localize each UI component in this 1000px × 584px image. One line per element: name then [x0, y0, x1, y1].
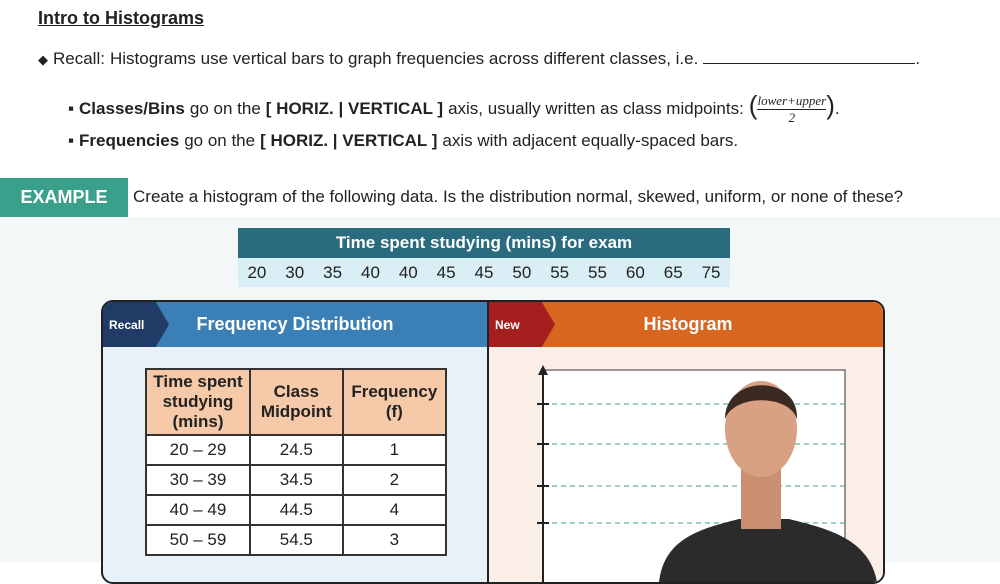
bullet: ▪ Classes/Bins go on the[ HORIZ. | VERTICA…	[68, 90, 840, 126]
data-value: 30	[285, 262, 305, 282]
data-value: 75	[701, 262, 721, 282]
table-cell: 34.5	[249, 464, 344, 496]
table-cell: 50 – 59	[145, 524, 251, 556]
data-value: 55	[550, 262, 570, 282]
table-cell: 24.5	[249, 434, 344, 466]
panel-tag: New	[489, 302, 555, 347]
data-value: 45	[436, 262, 456, 282]
column-header: Class Midpoint	[249, 368, 344, 436]
term: Frequencies	[79, 131, 180, 150]
table-row: 40 – 49 44.5 4	[145, 494, 448, 526]
table-cell: 1	[341, 434, 448, 466]
table-row: 20 – 29 24.5 1	[145, 434, 448, 466]
data-values: 20 30 35 40 40 45 45 50 55 55 60 65 75	[238, 258, 730, 287]
data-value: 35	[323, 262, 343, 282]
choice: [ HORIZ. | VERTICAL ]	[260, 131, 438, 150]
panel-tag: Recall	[103, 302, 169, 347]
histogram-axes	[537, 365, 877, 582]
end: .	[834, 99, 840, 118]
table-cell: 40 – 49	[145, 494, 251, 526]
recall-text: Histograms use vertical bars to graph fr…	[109, 49, 699, 68]
data-value: 45	[474, 262, 494, 282]
data-title: Time spent studying (mins) for exam	[238, 228, 730, 258]
numerator: lower+upper	[757, 93, 827, 111]
frequency-table: Time spent studying (mins) Class Midpoint…	[145, 368, 448, 556]
data-value: 55	[588, 262, 607, 282]
recall-line: ◆ Recall: Histograms use vertical bars to …	[38, 49, 921, 68]
page: Intro to Histograms ◆ Recall: Histograms u…	[0, 8, 1000, 584]
data-value: 65	[663, 262, 683, 282]
choice: [ HORIZ. | VERTICAL ]	[265, 99, 444, 118]
table-cell: 54.5	[249, 524, 344, 556]
text: axis with adjacent equally-spaced bars.	[442, 131, 739, 150]
table-cell: 44.5	[249, 494, 344, 526]
recall-end: .	[915, 49, 921, 68]
recall-label: Recall:	[53, 49, 105, 68]
table-cell: 20 – 29	[145, 434, 251, 466]
table-cell: 2	[341, 464, 448, 496]
data-value: 40	[398, 262, 418, 282]
column-header: Frequency (f)	[341, 368, 448, 436]
column-header: Time spent studying (mins)	[145, 368, 251, 436]
bullet: ▪ Frequencies go on the[ HORIZ. | VERTICAL…	[68, 131, 739, 150]
example-text: Create a histogram of the following data…	[133, 187, 904, 206]
table-row: 50 – 59 54.5 3	[145, 524, 448, 556]
term: Classes/Bins	[79, 99, 185, 118]
panels: Frequency Distribution Recall Histogram …	[101, 300, 885, 584]
data-value: 40	[360, 262, 380, 282]
data-value: 60	[625, 262, 645, 282]
text: axis, usually written as class midpoints…	[448, 99, 744, 118]
text: go on the	[184, 131, 256, 150]
panel-title: Frequency Distribution	[196, 314, 394, 334]
blank	[703, 63, 916, 64]
example-label: EXAMPLE	[0, 178, 128, 217]
table-cell: 4	[341, 494, 448, 526]
panel-title: Histogram	[643, 314, 733, 334]
table-row: 30 – 39 34.5 2	[145, 464, 448, 496]
data-value: 50	[512, 262, 532, 282]
text: go on the	[189, 99, 261, 118]
data-value: 20	[247, 262, 267, 282]
denominator: 2	[788, 110, 796, 126]
table-cell: 3	[341, 524, 448, 556]
table-cell: 30 – 39	[145, 464, 251, 496]
title: Intro to Histograms	[38, 8, 205, 28]
